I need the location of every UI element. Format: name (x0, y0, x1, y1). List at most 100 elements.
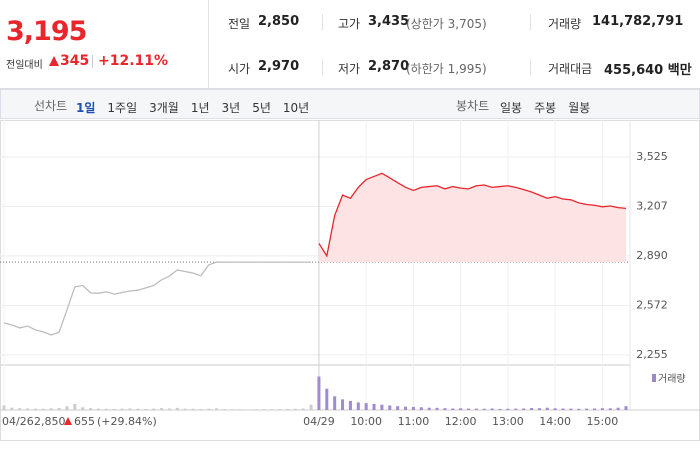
tab-bar (0, 89, 700, 119)
volume-bar (341, 399, 345, 410)
volume-bar (33, 408, 37, 410)
volume-bar (175, 407, 179, 410)
volume-bar (537, 408, 541, 410)
tab[interactable]: 일봉 (500, 101, 523, 115)
stat-label: 거래량 (548, 17, 582, 31)
stat-label: 전일 (228, 17, 251, 31)
volume-bar (222, 409, 226, 410)
volume-bar (254, 409, 258, 410)
stat-label: 거래대금 (548, 62, 593, 76)
volume-bar (451, 408, 455, 410)
y-tick-label: 2,572 (636, 298, 668, 311)
up-arrow (49, 56, 59, 66)
volume-bar (215, 408, 219, 410)
tab[interactable]: 3개월 (149, 101, 179, 115)
stat-value: 455,640 백만 (604, 63, 692, 78)
volume-bar (333, 396, 337, 410)
volume-bar (10, 407, 14, 410)
volume-bar (608, 408, 612, 410)
tab[interactable]: 10년 (282, 101, 310, 115)
x-tick-label: 14:00 (539, 415, 571, 428)
volume-bar (459, 408, 463, 410)
tab-group-label: 선차트 (34, 99, 68, 113)
volume-bar (325, 388, 329, 410)
prev-close: 2,850 (34, 415, 66, 428)
volume-bar (411, 406, 415, 410)
tab[interactable]: 1일 (76, 101, 96, 115)
volume-bar (49, 408, 53, 410)
tab[interactable]: 주봉 (534, 101, 557, 115)
volume-bar (183, 408, 187, 410)
volume-bar (238, 409, 242, 410)
stat-label: 고가 (338, 17, 361, 31)
volume-bar (561, 408, 565, 410)
chart-frame (0, 120, 700, 441)
volume-bar (199, 408, 203, 410)
divider (92, 55, 93, 68)
volume-bar (65, 406, 69, 410)
volume-bar (136, 408, 140, 410)
volume-bar (545, 407, 549, 410)
tab[interactable]: 월봉 (568, 101, 591, 115)
volume-bar (152, 408, 156, 410)
volume-bar (404, 406, 408, 410)
volume-bar (246, 409, 250, 410)
volume-bar (159, 408, 163, 410)
volume-bar (104, 408, 108, 410)
change: 345 (60, 53, 90, 69)
volume-bar (427, 407, 431, 410)
y-tick-label: 2,255 (636, 348, 668, 361)
volume-bar (144, 408, 148, 410)
x-tick-label: 15:00 (587, 415, 619, 428)
divider (530, 59, 531, 75)
stat-value: 2,850 (258, 14, 300, 29)
price-line (3, 261, 312, 336)
tab[interactable]: 3년 (221, 101, 241, 115)
change-pct: +12.11% (98, 53, 169, 69)
volume-bar (112, 408, 116, 410)
volume-bar (498, 408, 502, 410)
volume-bar (2, 405, 6, 410)
volume-bar (577, 408, 581, 410)
volume-bar (317, 376, 321, 410)
tab[interactable]: 5년 (252, 101, 271, 115)
volume-bar (293, 408, 297, 410)
volume-bar (230, 409, 234, 410)
volume-bar (490, 408, 494, 410)
volume-bar (435, 407, 439, 410)
y-tick-label: 2,890 (636, 249, 668, 262)
volume-bar (522, 408, 526, 410)
tab[interactable]: 1년 (190, 101, 210, 115)
volume-bar (474, 408, 478, 410)
volume-bar (262, 409, 266, 410)
volume-bar (309, 404, 313, 410)
stat-value: 2,870 (368, 59, 410, 74)
divider (208, 0, 209, 88)
tab[interactable]: 1주일 (107, 101, 138, 115)
volume-bar (41, 408, 45, 410)
volume-bar (96, 408, 100, 410)
volume-bar (348, 400, 352, 410)
volume-bar (553, 408, 557, 410)
divider (530, 14, 531, 30)
volume-bar (569, 408, 573, 410)
volume-bar (191, 408, 195, 410)
price: 3,195 (6, 16, 87, 47)
volume-bar (396, 406, 400, 410)
volume-bar (81, 407, 85, 410)
volume-bar (380, 404, 384, 410)
price-line (318, 172, 627, 258)
volume-bar (270, 409, 274, 410)
volume-bar (364, 403, 368, 410)
volume-bar (57, 408, 61, 410)
tab-group: 일봉 주봉 월봉 (500, 97, 602, 116)
volume-bar (73, 403, 77, 410)
volume-bar (207, 408, 211, 410)
legend-swatch (652, 374, 656, 382)
volume-bar (167, 408, 171, 410)
volume-bar (120, 408, 124, 410)
stat-value: 141,782,791 (592, 14, 684, 29)
volume-bar (278, 409, 282, 410)
x-tick-label: 13:00 (492, 415, 524, 428)
